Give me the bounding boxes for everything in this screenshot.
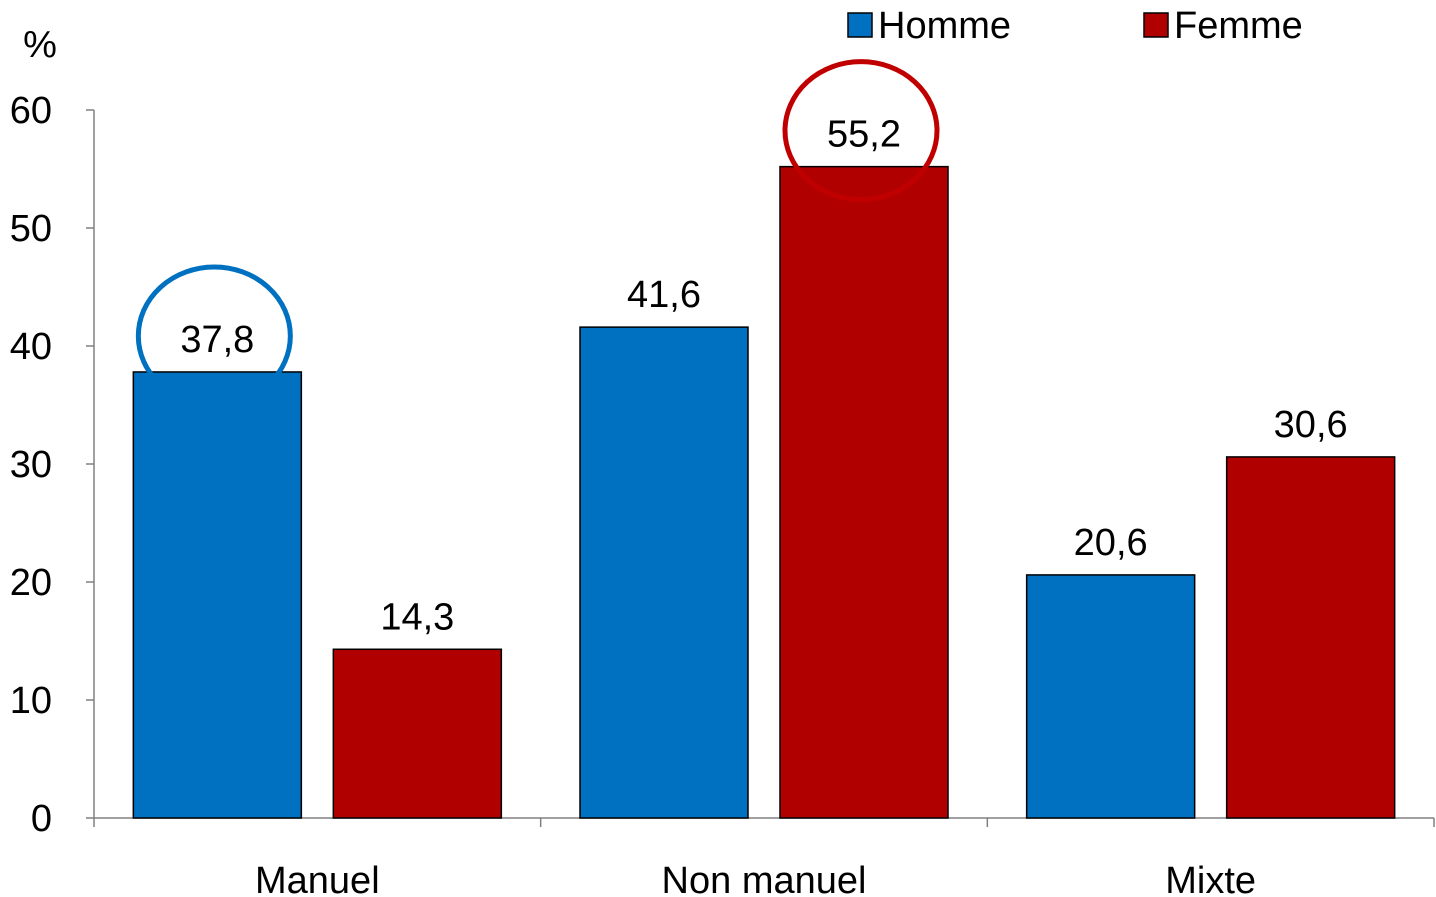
bar-femme-0 [332,648,503,819]
y-tick-label: 0 [31,798,52,840]
data-label-femme-1: 55,2 [827,114,901,156]
x-category-label: Non manuel [662,860,867,897]
y-tick-label: 50 [10,208,52,250]
bar-homme-1 [579,326,749,819]
y-tick-label: 10 [10,680,52,722]
legend-swatch-homme [847,12,873,38]
data-label-homme-0: 37,8 [180,319,254,361]
y-tick-label: 20 [10,562,52,604]
legend-label-homme: Homme [878,5,1011,47]
data-labels: 37,8 14,3 41,6 55,2 20,6 30,6 [180,114,1347,639]
bar-homme-0 [132,371,303,819]
highlight-circles [135,59,940,408]
highlight-circle [135,264,293,408]
y-axis-unit-label: % [23,24,57,66]
highlight-circle [782,59,940,203]
legend: Homme Femme [847,5,1303,47]
bar-homme-2 [1025,574,1196,819]
data-label-femme-0: 14,3 [380,596,454,638]
legend-label-femme: Femme [1174,5,1303,47]
axes: 0 10 20 30 40 50 60 Manuel Non manuel Mixte [10,90,1435,897]
bar-femme-1 [779,165,949,819]
x-category-label: Mixte [1165,860,1256,897]
data-label-homme-1: 41,6 [627,274,701,316]
legend-swatch-femme [1143,12,1169,38]
data-label-femme-2: 30,6 [1274,404,1348,446]
data-label-homme-2: 20,6 [1074,522,1148,564]
y-tick-label: 30 [10,444,52,486]
bars [132,165,1396,819]
y-tick-label: 60 [10,90,52,132]
y-tick-label: 40 [10,326,52,368]
x-category-label: Manuel [255,860,380,897]
bar-femme-2 [1225,456,1396,819]
